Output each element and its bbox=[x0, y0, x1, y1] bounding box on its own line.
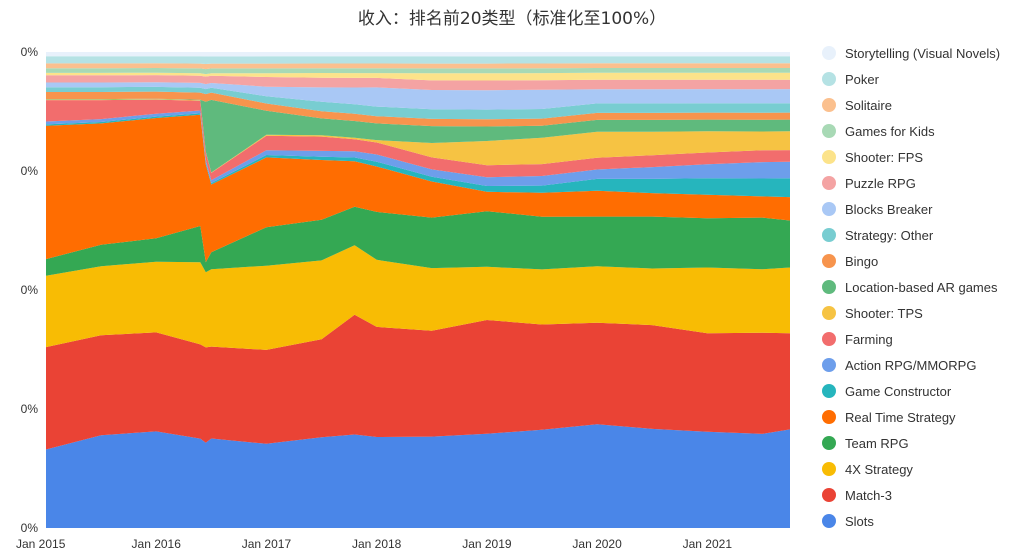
legend-swatch bbox=[822, 306, 836, 320]
legend-label: Puzzle RPG bbox=[845, 176, 916, 191]
x-tick-label: Jan 2021 bbox=[683, 537, 733, 551]
area-match-3 bbox=[46, 314, 790, 450]
legend-swatch bbox=[822, 98, 836, 112]
legend-item[interactable]: 4X Strategy bbox=[822, 462, 913, 477]
legend-swatch bbox=[822, 332, 836, 346]
legend-label: Location-based AR games bbox=[845, 280, 998, 295]
legend-label: Solitaire bbox=[845, 98, 892, 113]
area-poker bbox=[46, 56, 790, 64]
legend-item[interactable]: Puzzle RPG bbox=[822, 176, 916, 191]
legend-label: Team RPG bbox=[845, 436, 909, 451]
y-tick-label: 0% bbox=[21, 283, 39, 297]
legend-swatch bbox=[822, 280, 836, 294]
legend-item[interactable]: Bingo bbox=[822, 254, 878, 269]
legend-item[interactable]: Storytelling (Visual Novels) bbox=[822, 46, 1000, 61]
legend-label: Shooter: TPS bbox=[845, 306, 923, 321]
legend-label: Poker bbox=[845, 72, 880, 87]
x-tick-label: Jan 2018 bbox=[352, 537, 402, 551]
area-farming bbox=[46, 99, 790, 181]
x-tick-label: Jan 2020 bbox=[572, 537, 622, 551]
legend-item[interactable]: Game Constructor bbox=[822, 384, 952, 399]
legend-swatch bbox=[822, 514, 836, 528]
legend-item[interactable]: Shooter: FPS bbox=[822, 150, 923, 165]
area-slots bbox=[46, 424, 790, 528]
legend-item[interactable]: Strategy: Other bbox=[822, 228, 934, 243]
legend-label: Storytelling (Visual Novels) bbox=[845, 46, 1000, 61]
area-shooter-fps bbox=[46, 72, 790, 81]
area-shooter-tps bbox=[46, 99, 790, 173]
legend-swatch bbox=[822, 436, 836, 450]
legend-label: Bingo bbox=[845, 254, 878, 269]
legend-item[interactable]: Match-3 bbox=[822, 488, 892, 503]
area-games-for-kids bbox=[46, 68, 790, 75]
legend-swatch bbox=[822, 176, 836, 190]
legend-swatch bbox=[822, 254, 836, 268]
legend-item[interactable]: Blocks Breaker bbox=[822, 202, 933, 217]
legend-label: 4X Strategy bbox=[845, 462, 913, 477]
legend-swatch bbox=[822, 228, 836, 242]
legend-swatch bbox=[822, 384, 836, 398]
y-tick-label: 0% bbox=[21, 521, 39, 535]
legend-label: Game Constructor bbox=[845, 384, 952, 399]
chart-title: 收入：排名前20类型（标准化至100%） bbox=[357, 9, 667, 29]
legend-item[interactable]: Poker bbox=[822, 72, 880, 87]
legend-item[interactable]: Farming bbox=[822, 332, 893, 347]
legend-swatch bbox=[822, 72, 836, 86]
area-puzzle-rpg bbox=[46, 75, 790, 91]
y-axis-ticks: 0% 0% 0% 0% 0% bbox=[21, 45, 39, 535]
area-storytelling-visual-novels bbox=[46, 52, 790, 57]
legend-label: Strategy: Other bbox=[845, 228, 934, 243]
legend-swatch bbox=[822, 124, 836, 138]
legend: Storytelling (Visual Novels) Poker Solitai… bbox=[822, 46, 1000, 529]
legend-label: Blocks Breaker bbox=[845, 202, 933, 217]
legend-label: Action RPG/MMORPG bbox=[845, 358, 976, 373]
legend-item[interactable]: Games for Kids bbox=[822, 124, 935, 139]
legend-item[interactable]: Solitaire bbox=[822, 98, 892, 113]
legend-label: Games for Kids bbox=[845, 124, 935, 139]
area-blocks-breaker bbox=[46, 82, 790, 110]
area-action-rpg-mmorpg bbox=[46, 110, 790, 186]
legend-label: Real Time Strategy bbox=[845, 410, 956, 425]
legend-item[interactable]: Slots bbox=[822, 514, 874, 529]
y-tick-label: 0% bbox=[21, 45, 39, 59]
legend-item[interactable]: Location-based AR games bbox=[822, 280, 998, 295]
area-team-rpg bbox=[46, 206, 790, 276]
legend-label: Farming bbox=[845, 332, 893, 347]
x-axis-ticks: Jan 2015 Jan 2016 Jan 2017 Jan 2018 Jan 2019… bbox=[16, 537, 732, 551]
area-bingo bbox=[46, 91, 790, 127]
plot-areas bbox=[46, 52, 790, 528]
y-tick-label: 0% bbox=[21, 164, 39, 178]
legend-label: Slots bbox=[845, 514, 874, 529]
legend-label: Match-3 bbox=[845, 488, 892, 503]
legend-item[interactable]: Shooter: TPS bbox=[822, 306, 923, 321]
legend-swatch bbox=[822, 358, 836, 372]
legend-swatch bbox=[822, 150, 836, 164]
legend-label: Shooter: FPS bbox=[845, 150, 923, 165]
x-tick-label: Jan 2017 bbox=[242, 537, 292, 551]
legend-swatch bbox=[822, 410, 836, 424]
x-tick-label: Jan 2016 bbox=[132, 537, 182, 551]
legend-swatch bbox=[822, 462, 836, 476]
area-4x-strategy bbox=[46, 245, 790, 350]
area-location-based-ar-games bbox=[46, 98, 790, 173]
legend-item[interactable]: Team RPG bbox=[822, 436, 909, 451]
area-game-constructor bbox=[46, 113, 790, 198]
legend-swatch bbox=[822, 46, 836, 60]
x-tick-label: Jan 2019 bbox=[462, 537, 512, 551]
area-real-time-strategy bbox=[46, 114, 790, 263]
x-tick-label: Jan 2015 bbox=[16, 537, 66, 551]
legend-swatch bbox=[822, 202, 836, 216]
area-solitaire bbox=[46, 63, 790, 70]
legend-item[interactable]: Real Time Strategy bbox=[822, 410, 956, 425]
area-strategy-other bbox=[46, 86, 790, 120]
legend-item[interactable]: Action RPG/MMORPG bbox=[822, 358, 976, 373]
y-tick-label: 0% bbox=[21, 402, 39, 416]
legend-swatch bbox=[822, 488, 836, 502]
